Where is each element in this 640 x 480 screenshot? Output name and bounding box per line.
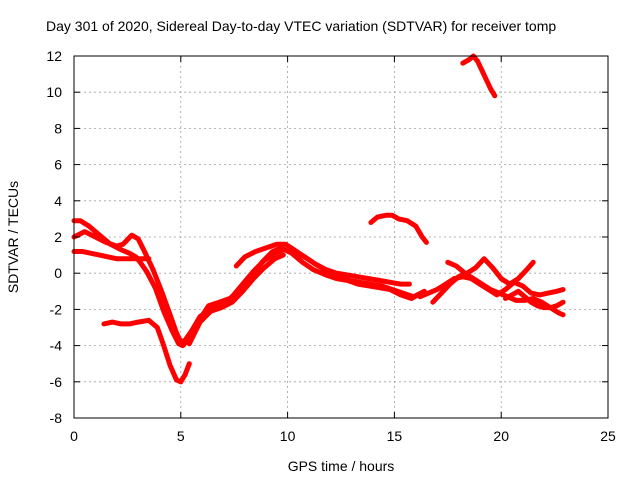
x-tick-label: 25: [600, 428, 616, 444]
x-tick-label: 5: [177, 428, 185, 444]
x-tick-labels: 0 5 10 15 20 25: [70, 428, 616, 444]
y-tick-label: 6: [54, 157, 62, 173]
y-tick-label: 12: [46, 48, 62, 64]
x-tick-label: 15: [387, 428, 403, 444]
series-line-track-6: [186, 252, 286, 347]
grid-lines: [74, 56, 608, 418]
series-layer: [71, 53, 566, 385]
series-line-track-10: [430, 256, 536, 305]
y-tick-label: -8: [50, 410, 63, 426]
series-line-track-2: [71, 229, 427, 345]
series-line-track-7: [368, 212, 429, 245]
y-tick-label: 0: [54, 265, 62, 281]
y-tick-label: 8: [54, 120, 62, 136]
y-tick-label: 2: [54, 229, 62, 245]
series-line-track-8: [460, 53, 498, 99]
x-tick-label: 0: [70, 428, 78, 444]
x-axis-label: GPS time / hours: [288, 458, 395, 474]
y-tick-label: 4: [54, 193, 62, 209]
y-tick-label: -6: [50, 374, 63, 390]
y-tick-label: 10: [46, 84, 62, 100]
chart-title: Day 301 of 2020, Sidereal Day-to-day VTE…: [46, 18, 556, 34]
x-tick-label: 10: [280, 428, 296, 444]
y-axis-label: SDTVAR / TECUs: [5, 181, 21, 293]
series-line-track-3: [71, 249, 152, 262]
y-tick-label: -2: [50, 301, 63, 317]
y-tick-label: -4: [50, 338, 63, 354]
y-tick-labels: -8 -6 -4 -2 0 2 4 6 8 10 12: [46, 48, 62, 426]
axis-ticks: [73, 55, 609, 419]
series-line-track-12: [503, 288, 566, 311]
x-tick-label: 20: [493, 428, 509, 444]
series-line-track-4: [101, 317, 192, 385]
series-line-track-5: [233, 241, 412, 287]
